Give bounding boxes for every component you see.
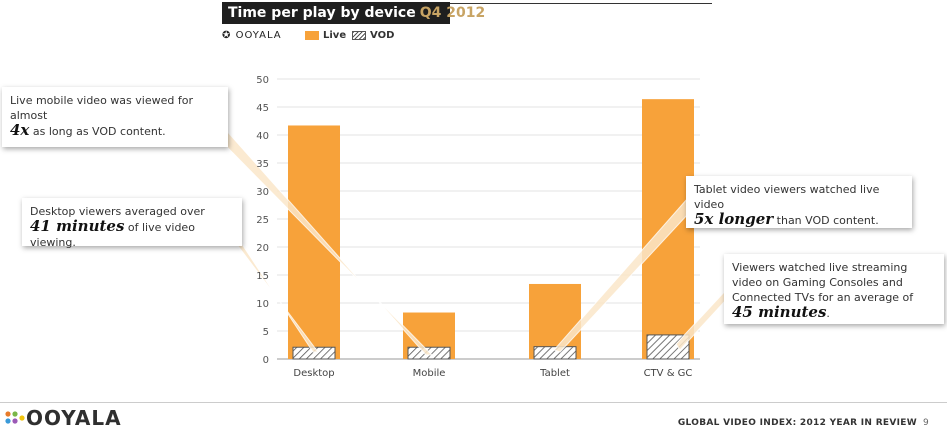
y-tick-label: 30 (256, 187, 269, 198)
header-brand: ✪ OOYALA (222, 30, 282, 41)
y-tick-label: 10 (256, 299, 269, 310)
bar-live-0 (288, 125, 340, 359)
callout-desktop-emphasis: 41 minutes (30, 217, 125, 235)
y-tick-label: 20 (256, 243, 269, 254)
y-tick-label: 40 (256, 131, 269, 142)
y-tick-label: 5 (263, 327, 269, 338)
callout-ctv-text: Viewers watched live streaming video on … (732, 261, 914, 304)
bar-vod-2 (533, 346, 577, 360)
callout-tablet-text: Tablet video viewers watched live video (694, 183, 880, 211)
footer-report: GLOBAL VIDEO INDEX: 2012 YEAR IN REVIEW 9 (678, 418, 929, 428)
chart-title-bar: Time per play by device Q4 2012 (222, 2, 485, 24)
callout-tablet-tail: than VOD content. (773, 214, 879, 227)
legend-vod-swatch (352, 31, 366, 40)
header-divider (450, 3, 712, 4)
chart-title: Time per play by device (228, 5, 416, 21)
callout-mobile-text: Live mobile video was viewed for almost (10, 94, 193, 122)
footer-logo: OOYALA (4, 406, 122, 430)
footer-page-number: 9 (922, 418, 929, 428)
callout-mobile: Live mobile video was viewed for almost … (2, 87, 228, 147)
footer-divider (0, 402, 947, 403)
legend-live: Live (305, 30, 346, 41)
callout-ctv: Viewers watched live streaming video on … (724, 254, 944, 324)
y-tick-label: 0 (263, 355, 269, 366)
chart-period: Q4 2012 (419, 5, 486, 21)
footer-report-title: GLOBAL VIDEO INDEX: 2012 YEAR IN REVIEW (677, 418, 917, 428)
header-brand-text: OOYALA (235, 30, 282, 41)
x-tick-label: Tablet (539, 368, 570, 379)
callout-mobile-tail: as long as VOD content. (29, 125, 166, 138)
y-tick-label: 25 (256, 215, 269, 226)
callout-mobile-emphasis: 4x (10, 121, 30, 139)
callout-ctv-emphasis: 45 minutes (732, 303, 827, 321)
x-tick-label: Mobile (413, 368, 446, 379)
legend-vod-label: VOD (370, 30, 395, 41)
callout-desktop-tail: of live video viewing. (30, 221, 195, 249)
x-tick-label: Desktop (293, 368, 334, 379)
x-tick-label: CTV & GC (644, 368, 693, 379)
legend-live-swatch (305, 31, 319, 40)
legend-vod: VOD (352, 30, 394, 41)
footer-logo-text: OOYALA (26, 406, 122, 430)
y-tick-label: 15 (256, 271, 269, 282)
callout-desktop-text: Desktop viewers averaged over (30, 205, 205, 218)
callout-ctv-tail: . (826, 307, 830, 320)
legend-live-label: Live (323, 30, 347, 41)
star-icon: ✪ (222, 30, 232, 41)
callout-tablet: Tablet video viewers watched live video … (686, 176, 912, 228)
ooyala-dots-icon (5, 411, 25, 424)
callout-tablet-emphasis: 5x longer (694, 210, 774, 228)
callout-desktop: Desktop viewers averaged over 41 minutes… (22, 198, 242, 249)
y-tick-label: 45 (256, 103, 269, 114)
y-tick-label: 35 (256, 159, 269, 170)
y-tick-label: 50 (256, 75, 269, 86)
